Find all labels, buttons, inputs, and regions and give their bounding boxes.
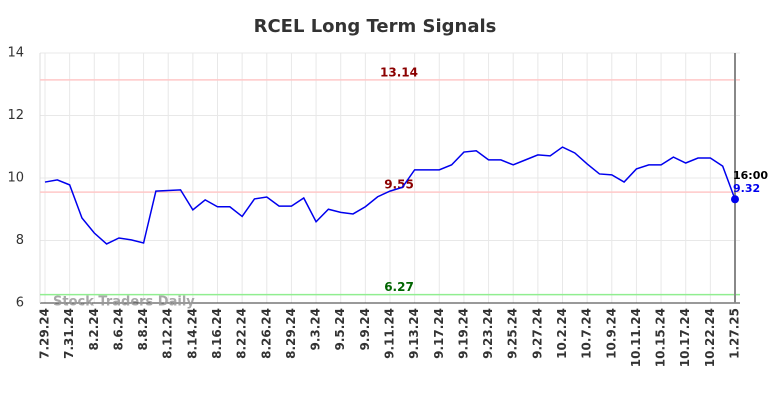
y-tick-label: 8 (16, 233, 24, 248)
x-tick-label: 9.9.24 (358, 308, 372, 351)
x-tick-label: 10.9.24 (604, 308, 618, 359)
x-tick-label: 9.23.24 (481, 308, 495, 359)
y-tick-label: 12 (7, 108, 24, 123)
x-tick-label: 10.15.24 (654, 308, 668, 367)
watermark: Stock Traders Daily (53, 295, 195, 310)
x-tick-label: 9.19.24 (456, 308, 470, 359)
signal-label: 6.27 (384, 280, 414, 294)
x-tick-label: 9.3.24 (309, 308, 323, 351)
x-tick-label: 8.6.24 (111, 308, 125, 351)
x-tick-label: 10.2.24 (555, 308, 569, 359)
y-tick-label: 10 (7, 171, 24, 186)
x-tick-label: 1.27.25 (728, 308, 742, 359)
last-point (731, 195, 739, 204)
x-tick-label: 9.13.24 (407, 308, 421, 359)
x-tick-label: 8.14.24 (185, 308, 199, 359)
x-tick-label: 9.17.24 (432, 308, 446, 359)
x-tick-label: 8.16.24 (210, 308, 224, 359)
x-tick-label: 8.29.24 (284, 308, 298, 359)
price-line (44, 146, 736, 245)
x-tick-label: 8.8.24 (136, 308, 150, 351)
x-tick-label: 8.2.24 (87, 308, 101, 351)
signal-label: 13.14 (380, 65, 418, 79)
x-tick-label: 7.29.24 (38, 308, 52, 359)
x-tick-label: 10.17.24 (678, 308, 692, 367)
x-tick-label: 7.31.24 (62, 308, 76, 359)
x-tick-label: 8.26.24 (259, 308, 273, 359)
signal-label: 9.55 (384, 178, 414, 192)
x-tick-label: 9.5.24 (333, 308, 347, 351)
last-value: 9.32 (733, 182, 760, 195)
y-tick-label: 6 (16, 296, 24, 311)
last-time: 16:00 (733, 169, 768, 182)
x-tick-label: 9.27.24 (530, 308, 544, 359)
x-tick-label: 9.11.24 (383, 308, 397, 359)
x-tick-label: 8.12.24 (161, 308, 175, 359)
chart-title: RCEL Long Term Signals (254, 16, 497, 37)
x-tick-label: 10.11.24 (629, 308, 643, 367)
x-tick-label: 8.22.24 (235, 308, 249, 359)
x-tick-label: 10.7.24 (580, 308, 594, 359)
x-tick-label: 10.22.24 (703, 308, 717, 367)
x-tick-label: 9.25.24 (506, 308, 520, 359)
y-tick-label: 14 (7, 46, 24, 61)
